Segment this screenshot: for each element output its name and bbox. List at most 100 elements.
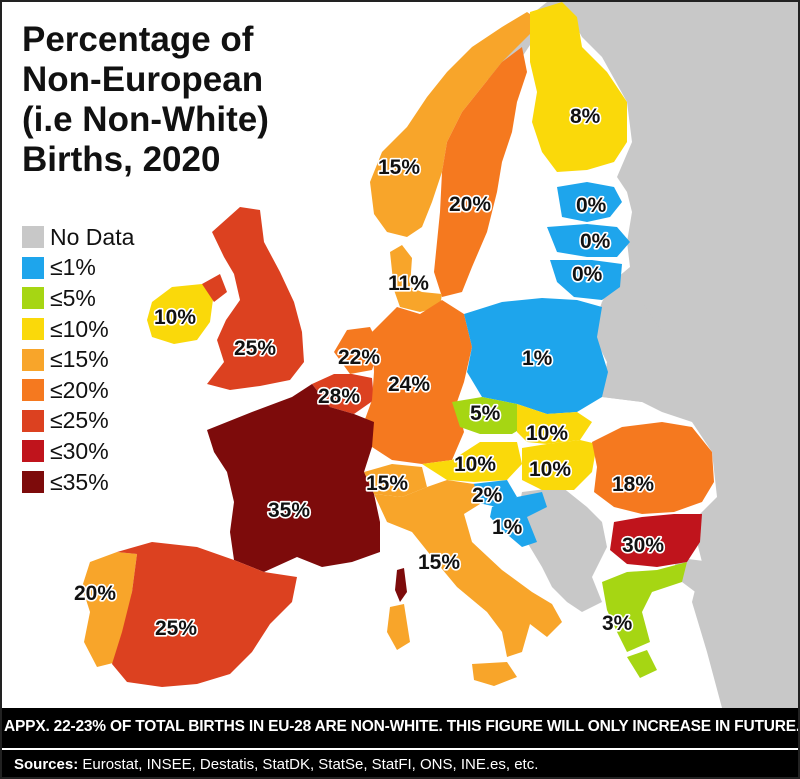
country-uk	[207, 207, 304, 390]
legend-label: ≤35%	[50, 468, 109, 495]
label-lithuania: 0%	[572, 263, 603, 286]
label-sweden: 20%	[449, 193, 491, 216]
label-germany: 24%	[388, 373, 430, 396]
legend-label: No Data	[50, 223, 135, 250]
country-norway	[370, 12, 542, 237]
legend-label: ≤1%	[50, 254, 96, 281]
label-belgium: 28%	[318, 385, 360, 408]
legend-swatch	[22, 471, 44, 494]
legend-item: ≤25%	[22, 406, 134, 437]
label-slovakia: 10%	[526, 422, 568, 445]
legend-swatch	[22, 256, 44, 279]
legend-swatch	[22, 287, 44, 310]
no-data-region-turkey	[672, 557, 732, 597]
label-netherlands: 22%	[338, 346, 380, 369]
label-romania: 18%	[612, 473, 654, 496]
country-switzerland	[364, 464, 427, 497]
country-sicily	[472, 662, 517, 686]
label-czechia: 5%	[470, 402, 501, 425]
sources-label: Sources:	[14, 756, 79, 773]
label-latvia: 0%	[580, 230, 611, 253]
country-portugal	[82, 552, 137, 667]
legend-swatch	[22, 318, 44, 341]
country-estonia	[557, 182, 622, 222]
footer-sources: Sources: Eurostat, INSEE, Destatis, Stat…	[14, 756, 794, 773]
legend-item: ≤30%	[22, 436, 134, 467]
country-greece	[602, 562, 687, 652]
country-northern-ireland	[202, 274, 227, 302]
title-line-4: Births, 2020	[22, 140, 221, 179]
no-data-region-east	[562, 2, 798, 708]
label-austria: 10%	[454, 453, 496, 476]
legend-swatch	[22, 440, 44, 463]
country-hungary	[522, 440, 597, 490]
label-ireland: 10%	[154, 306, 196, 329]
label-greece: 3%	[602, 612, 633, 635]
legend-label: ≤10%	[50, 315, 109, 342]
label-denmark: 11%	[388, 272, 429, 295]
label-finland: 8%	[570, 105, 601, 128]
legend-item: ≤5%	[22, 283, 134, 314]
label-uk: 25%	[234, 337, 276, 360]
title-line-1: Percentage of	[22, 20, 254, 59]
label-norway: 15%	[378, 156, 420, 179]
country-romania	[592, 422, 714, 514]
country-croatia	[490, 492, 547, 547]
country-poland	[464, 298, 608, 414]
legend-item: ≤20%	[22, 375, 134, 406]
legend-label: ≤5%	[50, 284, 96, 311]
legend-item: ≤35%	[22, 467, 134, 498]
sources-text: Eurostat, INSEE, Destatis, StatDK, StatS…	[78, 756, 539, 773]
legend-label: ≤15%	[50, 346, 109, 373]
country-finland	[530, 2, 627, 172]
country-slovenia	[472, 480, 517, 507]
legend-swatch	[22, 379, 44, 402]
country-denmark	[390, 245, 442, 312]
no-data-region-balkans	[517, 487, 607, 612]
country-latvia	[547, 224, 630, 257]
legend-swatch	[22, 226, 44, 249]
legend-item: ≤1%	[22, 253, 134, 284]
label-hungary: 10%	[529, 458, 571, 481]
title-line-2: Non-European	[22, 60, 264, 99]
country-netherlands	[334, 327, 380, 374]
label-estonia: 0%	[576, 194, 607, 217]
label-spain: 25%	[155, 617, 197, 640]
legend-item: No Data	[22, 222, 134, 253]
footer-divider	[2, 748, 798, 750]
label-france: 35%	[268, 499, 310, 522]
country-sardinia	[387, 604, 410, 650]
country-czechia	[452, 397, 532, 434]
country-greece-south	[627, 650, 657, 678]
country-lithuania	[550, 260, 622, 300]
legend-label: ≤30%	[50, 437, 109, 464]
legend-item: ≤10%	[22, 314, 134, 345]
label-slovenia: 2%	[472, 484, 503, 507]
country-germany	[364, 300, 472, 464]
label-bulgaria: 30%	[622, 534, 664, 557]
country-spain	[112, 542, 297, 687]
footer-note: APPX. 22-23% OF TOTAL BIRTHS IN EU-28 AR…	[4, 718, 800, 735]
country-bulgaria	[610, 514, 702, 567]
country-italy	[374, 480, 562, 657]
map-title: Percentage of Non-European (i.e Non-Whit…	[22, 20, 342, 180]
legend-item: ≤15%	[22, 344, 134, 375]
legend: No Data ≤1% ≤5% ≤10% ≤15% ≤20% ≤25% ≤30% ≤35%	[22, 222, 134, 497]
title-line-3: (i.e Non-White)	[22, 100, 269, 139]
label-portugal: 20%	[74, 582, 116, 605]
legend-label: ≤20%	[50, 376, 109, 403]
legend-label: ≤25%	[50, 407, 109, 434]
country-sweden	[434, 47, 527, 297]
country-france	[207, 384, 380, 572]
country-austria	[422, 442, 522, 482]
country-corsica	[395, 568, 407, 602]
country-belgium	[312, 374, 374, 414]
label-poland: 1%	[522, 347, 553, 370]
label-italy: 15%	[418, 551, 460, 574]
no-data-region-ukraine	[592, 302, 662, 402]
legend-swatch	[22, 409, 44, 432]
label-switzerland: 15%	[366, 472, 408, 495]
footer-bar: APPX. 22-23% OF TOTAL BIRTHS IN EU-28 AR…	[2, 708, 800, 777]
